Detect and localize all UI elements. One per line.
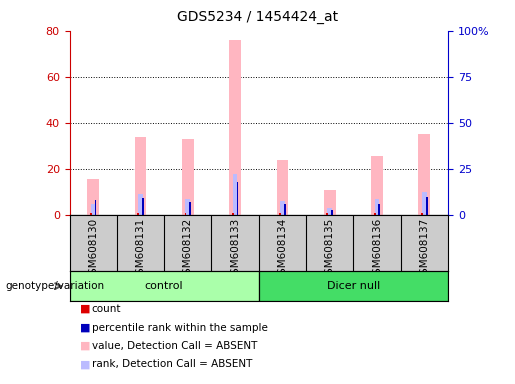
Bar (233, 174, 237, 215)
Bar (375, 199, 380, 215)
Bar (70, 271, 259, 301)
Text: ■: ■ (80, 304, 90, 314)
Text: GDS5234 / 1454424_at: GDS5234 / 1454424_at (177, 10, 338, 23)
Text: percentile rank within the sample: percentile rank within the sample (92, 323, 268, 333)
Text: genotype/variation: genotype/variation (5, 281, 104, 291)
Bar (95, 200, 96, 215)
Text: ■: ■ (80, 341, 90, 351)
Bar (182, 139, 194, 215)
Bar (331, 210, 333, 215)
Bar (184, 213, 186, 215)
Bar (419, 134, 431, 215)
Text: ■: ■ (80, 323, 90, 333)
Bar (134, 137, 146, 215)
Text: GSM608133: GSM608133 (230, 218, 240, 281)
Text: GSM608130: GSM608130 (88, 218, 98, 281)
Bar (328, 208, 332, 215)
Bar (91, 204, 96, 215)
Bar (185, 199, 190, 215)
Text: Dicer null: Dicer null (327, 281, 380, 291)
Bar (379, 204, 381, 215)
Bar (90, 213, 92, 215)
Bar (232, 213, 234, 215)
Text: GSM608136: GSM608136 (372, 218, 382, 281)
Bar (137, 213, 139, 215)
Bar (284, 204, 286, 215)
Bar (371, 156, 383, 215)
Text: GSM608137: GSM608137 (419, 218, 430, 281)
Bar (374, 213, 375, 215)
Bar (236, 182, 238, 215)
Bar (277, 160, 288, 215)
Bar (87, 179, 99, 215)
Bar (421, 213, 423, 215)
Bar (189, 202, 191, 215)
Text: ■: ■ (80, 359, 90, 369)
Bar (280, 201, 285, 215)
Bar (229, 40, 241, 215)
Text: value, Detection Call = ABSENT: value, Detection Call = ABSENT (92, 341, 257, 351)
Text: GSM608135: GSM608135 (325, 218, 335, 281)
Bar (422, 192, 427, 215)
Bar (324, 190, 336, 215)
Text: GSM608132: GSM608132 (183, 218, 193, 281)
Bar (279, 213, 281, 215)
Text: count: count (92, 304, 121, 314)
Text: control: control (145, 281, 183, 291)
Text: GSM608134: GSM608134 (278, 218, 287, 281)
Text: rank, Detection Call = ABSENT: rank, Detection Call = ABSENT (92, 359, 252, 369)
Text: GSM608131: GSM608131 (135, 218, 146, 281)
Bar (259, 271, 448, 301)
Bar (138, 194, 143, 215)
Bar (426, 197, 427, 215)
Bar (142, 199, 144, 215)
Bar (327, 213, 329, 215)
